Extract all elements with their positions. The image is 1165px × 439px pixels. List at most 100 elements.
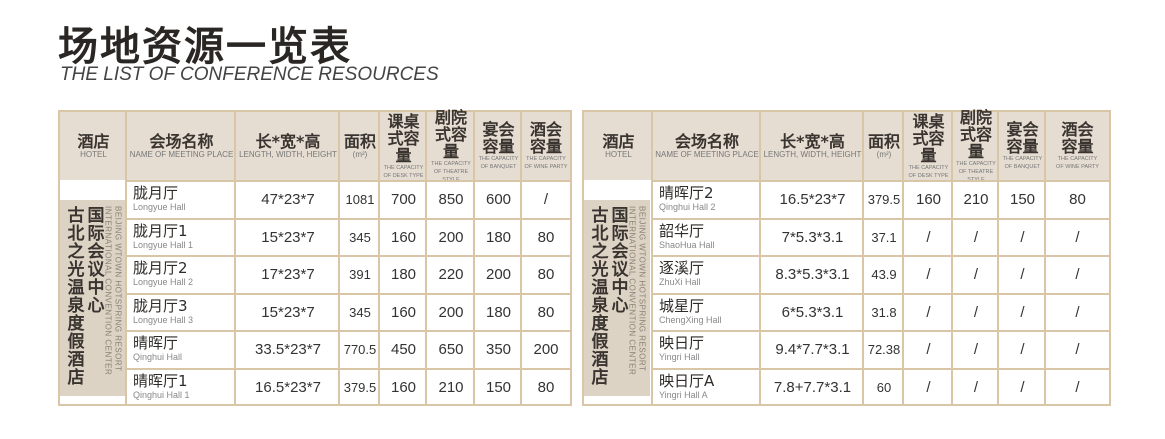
header-cn: 课桌式容量 (387, 111, 420, 165)
column-divider (473, 112, 475, 404)
cell-dims: 33.5*23*7 (255, 341, 321, 359)
header-cn: 面积 (343, 131, 376, 151)
cell-banquet: / (1020, 379, 1025, 396)
cell-dims: 9.4*7.7*3.1 (775, 341, 850, 359)
hotel-center-en: INTERNATIONAL CONVENTION CENTER (627, 206, 637, 376)
column-divider (651, 112, 653, 404)
header-en: HOTEL (605, 149, 632, 159)
table-row: 胧月厅1 Longyue Hall 1 15*23*7 345 160 200 180 8… (127, 217, 570, 255)
header-en: THE CAPACITY OF THEATRE STYLE (956, 160, 996, 183)
cell-theatre: 220 (438, 266, 464, 284)
hotel-name-cn: 古北之光温泉度假酒店 (63, 206, 84, 386)
header-cell: 酒店 HOTEL (584, 112, 653, 180)
cell-dims: 8.3*5.3*3.1 (775, 266, 850, 284)
header-en: (m²) (876, 149, 892, 159)
cell-theatre: 850 (438, 191, 464, 208)
header-en: HOTEL (80, 149, 107, 159)
table-row: 胧月厅3 Longyue Hall 3 15*23*7 345 160 200 180 8… (127, 292, 570, 330)
header-cell: 长*宽*高 LENGTH, WIDTH, HEIGHT (761, 112, 864, 180)
cell-banquet: 200 (485, 266, 512, 284)
cell-theatre: 210 (963, 191, 989, 208)
cell-area: 43.9 (871, 267, 897, 283)
column-divider (1044, 112, 1046, 404)
name-cn: 逐溪厅 (659, 259, 705, 278)
cell-desk: 160 (915, 191, 942, 208)
cell-banquet: / (1020, 303, 1025, 321)
header-en: THE CAPACITY OF DESK TYPE (908, 164, 949, 179)
cell-theatre: / (973, 228, 979, 246)
header-cn: 课桌式容量 (912, 111, 945, 165)
name-en: ZhuXi Hall (659, 277, 701, 288)
meeting-place-name: 晴晖厅 Qinghui Hall (133, 334, 182, 362)
cell-wine: / (1075, 379, 1080, 396)
meeting-place-name: 逐溪厅 ZhuXi Hall (659, 259, 704, 287)
cell-banquet: / (1020, 266, 1025, 284)
header-en: NAME OF MEETING PLACE (129, 149, 234, 159)
table-row: 韶华厅 ShaoHua Hall 7*5.3*3.1 37.1 / / / / (653, 217, 1109, 255)
table-header (60, 112, 570, 180)
name-en: ChengXing Hall (659, 314, 722, 325)
header-cell: 剧院式容量 THE CAPACITY OF THEATRE STYLE (953, 109, 999, 183)
cell-wine: / (543, 191, 549, 208)
cell-theatre: / (973, 266, 979, 284)
cell-wine: / (1075, 228, 1080, 246)
column-divider (520, 112, 522, 404)
header-cell: 面积 (m²) (864, 112, 904, 180)
header-cell: 酒会容量 THE CAPACITY OF WINE PARTY (522, 112, 570, 180)
cell-banquet: 350 (485, 341, 512, 359)
header-cell: 课桌式容量 THE CAPACITY OF DESK TYPE (380, 112, 427, 180)
cell-desk: / (926, 228, 931, 246)
header-cn: 酒店 (602, 131, 635, 151)
cell-area: 1081 (345, 192, 375, 207)
name-cn: 城星厅 (659, 296, 705, 315)
name-en: Yingri Hall A (659, 390, 708, 400)
header-cell: 酒店 HOTEL (60, 112, 127, 180)
cell-banquet: / (1020, 341, 1025, 359)
cell-desk: / (926, 266, 931, 284)
cell-dims: 16.5*23*7 (779, 191, 846, 208)
cell-dims: 17*23*7 (261, 266, 315, 284)
cell-banquet: 150 (485, 379, 512, 396)
cell-desk: / (926, 303, 931, 321)
meeting-place-name: 晴晖厅2 Qinghui Hall 2 (659, 184, 716, 212)
cell-area: 345 (349, 304, 371, 320)
column-divider (338, 112, 340, 404)
meeting-place-name: 胧月厅1 Longyue Hall 1 (133, 222, 193, 250)
column-divider (997, 112, 999, 404)
header-cn: 酒会容量 (1061, 120, 1094, 156)
cell-banquet: 150 (1009, 191, 1036, 208)
table-row: 晴晖厅 Qinghui Hall 33.5*23*7 770.5 450 650 350… (127, 330, 570, 367)
hotel-label: 古北之光温泉度假酒店 国际会议中心 INTERNATIONAL CONVENTI… (584, 200, 650, 396)
table-row: 映日厅A Yingri Hall A 7.8+7.7*3.1 60 / / / / (653, 368, 1109, 405)
header-cell: 长*宽*高 LENGTH, WIDTH, HEIGHT (236, 112, 340, 180)
name-cn: 胧月厅2 (133, 259, 188, 278)
name-cn: 晴晖厅1 (133, 372, 188, 390)
cell-area: 770.5 (343, 342, 377, 358)
hotel-name-cn: 古北之光温泉度假酒店 (587, 206, 608, 386)
cell-area: 37.1 (871, 229, 897, 245)
name-en: Qinghui Hall 2 (659, 202, 716, 212)
header-en: THE CAPACITY OF THEATRE STYLE (431, 160, 471, 183)
hotel-label: 古北之光温泉度假酒店 国际会议中心 INTERNATIONAL CONVENTI… (60, 200, 126, 396)
cell-area: 379.5 (867, 192, 901, 207)
name-en: Longyue Hall 2 (133, 277, 194, 288)
header-cell: 酒会容量 THE CAPACITY OF WINE PARTY (1046, 112, 1109, 180)
table-header (584, 112, 1109, 180)
name-cn: 晴晖厅2 (659, 184, 714, 202)
name-cn: 胧月厅1 (133, 221, 188, 240)
cell-dims: 47*23*7 (261, 191, 315, 208)
column-divider (951, 112, 953, 404)
meeting-place-name: 韶华厅 ShaoHua Hall (659, 222, 715, 250)
meeting-place-name: 胧月厅 Longyue Hall (133, 184, 186, 212)
header-en: THE CAPACITY OF WINE PARTY (524, 156, 568, 170)
header-cn: 酒会容量 (529, 120, 562, 156)
table-row: 胧月厅 Longyue Hall 47*23*7 1081 700 850 600 / (127, 180, 570, 217)
column-divider (125, 112, 127, 404)
header-cn: 面积 (867, 131, 900, 151)
meeting-place-name: 胧月厅2 Longyue Hall 2 (133, 259, 193, 287)
header-cell: 会场名称 NAME OF MEETING PLACE (127, 112, 236, 180)
header-cell: 会场名称 NAME OF MEETING PLACE (653, 112, 761, 180)
header-en: THE CAPACITY OF DESK TYPE (383, 164, 424, 179)
column-divider (759, 112, 761, 404)
meeting-place-name: 映日厅A Yingri Hall A (659, 372, 714, 400)
